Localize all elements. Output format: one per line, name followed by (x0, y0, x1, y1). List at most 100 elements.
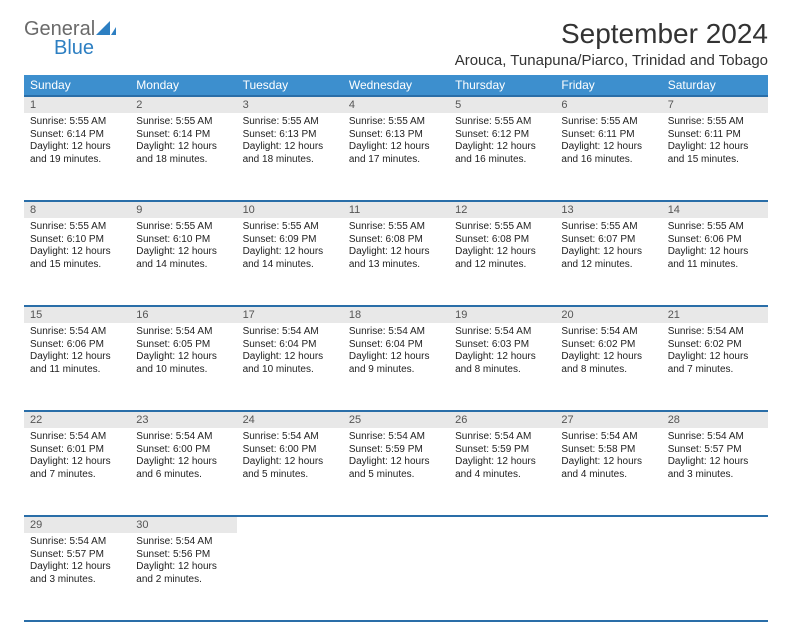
day-cell: Sunrise: 5:55 AMSunset: 6:13 PMDaylight:… (343, 113, 449, 201)
day-cell: Sunrise: 5:54 AMSunset: 6:06 PMDaylight:… (24, 323, 130, 411)
day-details: Sunrise: 5:55 AMSunset: 6:09 PMDaylight:… (237, 218, 343, 277)
day-details: Sunrise: 5:54 AMSunset: 6:03 PMDaylight:… (449, 323, 555, 382)
day-details: Sunrise: 5:54 AMSunset: 6:04 PMDaylight:… (343, 323, 449, 382)
day-details: Sunrise: 5:54 AMSunset: 6:06 PMDaylight:… (24, 323, 130, 382)
sunset-line: Sunset: 6:09 PM (243, 234, 337, 247)
sunrise-line: Sunrise: 5:54 AM (136, 326, 230, 339)
day-details: Sunrise: 5:55 AMSunset: 6:06 PMDaylight:… (662, 218, 768, 277)
daylight-line: Daylight: 12 hours and 18 minutes. (243, 141, 337, 166)
daylight-line: Daylight: 12 hours and 11 minutes. (668, 246, 762, 271)
day-number-cell: 20 (555, 306, 661, 323)
day-number-cell: 21 (662, 306, 768, 323)
sunset-line: Sunset: 6:08 PM (349, 234, 443, 247)
day-cell: Sunrise: 5:54 AMSunset: 5:57 PMDaylight:… (24, 533, 130, 621)
day-cell: Sunrise: 5:54 AMSunset: 5:57 PMDaylight:… (662, 428, 768, 516)
day-body-row: Sunrise: 5:54 AMSunset: 6:06 PMDaylight:… (24, 323, 768, 411)
logo-text-blue: Blue (54, 37, 116, 60)
daylight-line: Daylight: 12 hours and 8 minutes. (561, 351, 655, 376)
day-number-cell: 9 (130, 201, 236, 218)
day-number-row: 2930 (24, 516, 768, 533)
sunset-line: Sunset: 6:11 PM (668, 129, 762, 142)
day-details: Sunrise: 5:54 AMSunset: 5:59 PMDaylight:… (343, 428, 449, 487)
day-number-cell: 1 (24, 96, 130, 113)
daylight-line: Daylight: 12 hours and 3 minutes. (668, 456, 762, 481)
daylight-line: Daylight: 12 hours and 4 minutes. (561, 456, 655, 481)
day-cell: Sunrise: 5:54 AMSunset: 6:02 PMDaylight:… (555, 323, 661, 411)
sunrise-line: Sunrise: 5:55 AM (30, 221, 124, 234)
day-number-row: 1234567 (24, 96, 768, 113)
sunrise-line: Sunrise: 5:55 AM (668, 221, 762, 234)
sunrise-line: Sunrise: 5:54 AM (561, 326, 655, 339)
day-cell: Sunrise: 5:55 AMSunset: 6:08 PMDaylight:… (343, 218, 449, 306)
sunset-line: Sunset: 6:01 PM (30, 444, 124, 457)
day-cell: Sunrise: 5:55 AMSunset: 6:14 PMDaylight:… (130, 113, 236, 201)
daylight-line: Daylight: 12 hours and 11 minutes. (30, 351, 124, 376)
sunrise-line: Sunrise: 5:54 AM (243, 326, 337, 339)
day-details: Sunrise: 5:55 AMSunset: 6:14 PMDaylight:… (130, 113, 236, 172)
daylight-line: Daylight: 12 hours and 16 minutes. (561, 141, 655, 166)
sunset-line: Sunset: 6:00 PM (136, 444, 230, 457)
sunset-line: Sunset: 6:00 PM (243, 444, 337, 457)
sunrise-line: Sunrise: 5:54 AM (455, 326, 549, 339)
day-number-cell: 16 (130, 306, 236, 323)
weekday-header: Sunday (24, 75, 130, 96)
day-number-cell: 4 (343, 96, 449, 113)
sunset-line: Sunset: 6:04 PM (349, 339, 443, 352)
day-details: Sunrise: 5:55 AMSunset: 6:08 PMDaylight:… (449, 218, 555, 277)
day-cell: Sunrise: 5:54 AMSunset: 6:03 PMDaylight:… (449, 323, 555, 411)
weekday-header: Saturday (662, 75, 768, 96)
day-cell: Sunrise: 5:55 AMSunset: 6:10 PMDaylight:… (130, 218, 236, 306)
daylight-line: Daylight: 12 hours and 9 minutes. (349, 351, 443, 376)
sunset-line: Sunset: 6:08 PM (455, 234, 549, 247)
day-number-cell: 28 (662, 411, 768, 428)
calendar-table: Sunday Monday Tuesday Wednesday Thursday… (24, 75, 768, 622)
sunset-line: Sunset: 6:05 PM (136, 339, 230, 352)
day-number-row: 15161718192021 (24, 306, 768, 323)
daylight-line: Daylight: 12 hours and 15 minutes. (30, 246, 124, 271)
weekday-header: Thursday (449, 75, 555, 96)
day-cell: Sunrise: 5:55 AMSunset: 6:08 PMDaylight:… (449, 218, 555, 306)
day-number-row: 891011121314 (24, 201, 768, 218)
day-cell: Sunrise: 5:54 AMSunset: 6:00 PMDaylight:… (237, 428, 343, 516)
sunset-line: Sunset: 6:12 PM (455, 129, 549, 142)
day-details: Sunrise: 5:55 AMSunset: 6:11 PMDaylight:… (662, 113, 768, 172)
sunset-line: Sunset: 6:06 PM (30, 339, 124, 352)
logo: General Blue (24, 18, 116, 60)
sunrise-line: Sunrise: 5:54 AM (349, 326, 443, 339)
day-cell: Sunrise: 5:54 AMSunset: 6:04 PMDaylight:… (343, 323, 449, 411)
day-number-cell: 15 (24, 306, 130, 323)
sunrise-line: Sunrise: 5:55 AM (561, 221, 655, 234)
day-number-cell: 30 (130, 516, 236, 533)
day-cell: Sunrise: 5:55 AMSunset: 6:06 PMDaylight:… (662, 218, 768, 306)
day-number-cell: 24 (237, 411, 343, 428)
sunset-line: Sunset: 6:10 PM (136, 234, 230, 247)
day-details: Sunrise: 5:54 AMSunset: 6:04 PMDaylight:… (237, 323, 343, 382)
weekday-header: Wednesday (343, 75, 449, 96)
day-cell: Sunrise: 5:55 AMSunset: 6:13 PMDaylight:… (237, 113, 343, 201)
sunrise-line: Sunrise: 5:55 AM (668, 116, 762, 129)
day-cell: Sunrise: 5:54 AMSunset: 6:01 PMDaylight:… (24, 428, 130, 516)
sunset-line: Sunset: 5:59 PM (455, 444, 549, 457)
day-cell: Sunrise: 5:55 AMSunset: 6:14 PMDaylight:… (24, 113, 130, 201)
daylight-line: Daylight: 12 hours and 4 minutes. (455, 456, 549, 481)
day-cell (237, 533, 343, 621)
day-details: Sunrise: 5:54 AMSunset: 5:57 PMDaylight:… (662, 428, 768, 487)
sunrise-line: Sunrise: 5:54 AM (30, 536, 124, 549)
day-number-cell: 23 (130, 411, 236, 428)
title-block: September 2024 Arouca, Tunapuna/Piarco, … (455, 18, 768, 69)
daylight-line: Daylight: 12 hours and 16 minutes. (455, 141, 549, 166)
day-body-row: Sunrise: 5:54 AM Sunset: 6:01 PM Daylight:… (24, 428, 768, 516)
day-cell: Sunrise: 5:54 AMSunset: 5:59 PMDaylight:… (343, 428, 449, 516)
day-number-cell: 14 (662, 201, 768, 218)
day-details: Sunrise: 5:54 AMSunset: 6:01 PMDaylight:… (24, 428, 130, 487)
day-cell: Sunrise: 5:55 AMSunset: 6:12 PMDaylight:… (449, 113, 555, 201)
sunset-line: Sunset: 6:02 PM (668, 339, 762, 352)
weekday-header-row: Sunday Monday Tuesday Wednesday Thursday… (24, 75, 768, 96)
day-number-cell: 25 (343, 411, 449, 428)
header: General Blue September 2024 Arouca, Tuna… (24, 18, 768, 69)
day-details: Sunrise: 5:54 AMSunset: 5:57 PMDaylight:… (24, 533, 130, 592)
day-number-cell (449, 516, 555, 533)
day-cell (662, 533, 768, 621)
sunrise-line: Sunrise: 5:54 AM (561, 431, 655, 444)
day-body-row: Sunrise: 5:54 AMSunset: 5:57 PMDaylight:… (24, 533, 768, 621)
